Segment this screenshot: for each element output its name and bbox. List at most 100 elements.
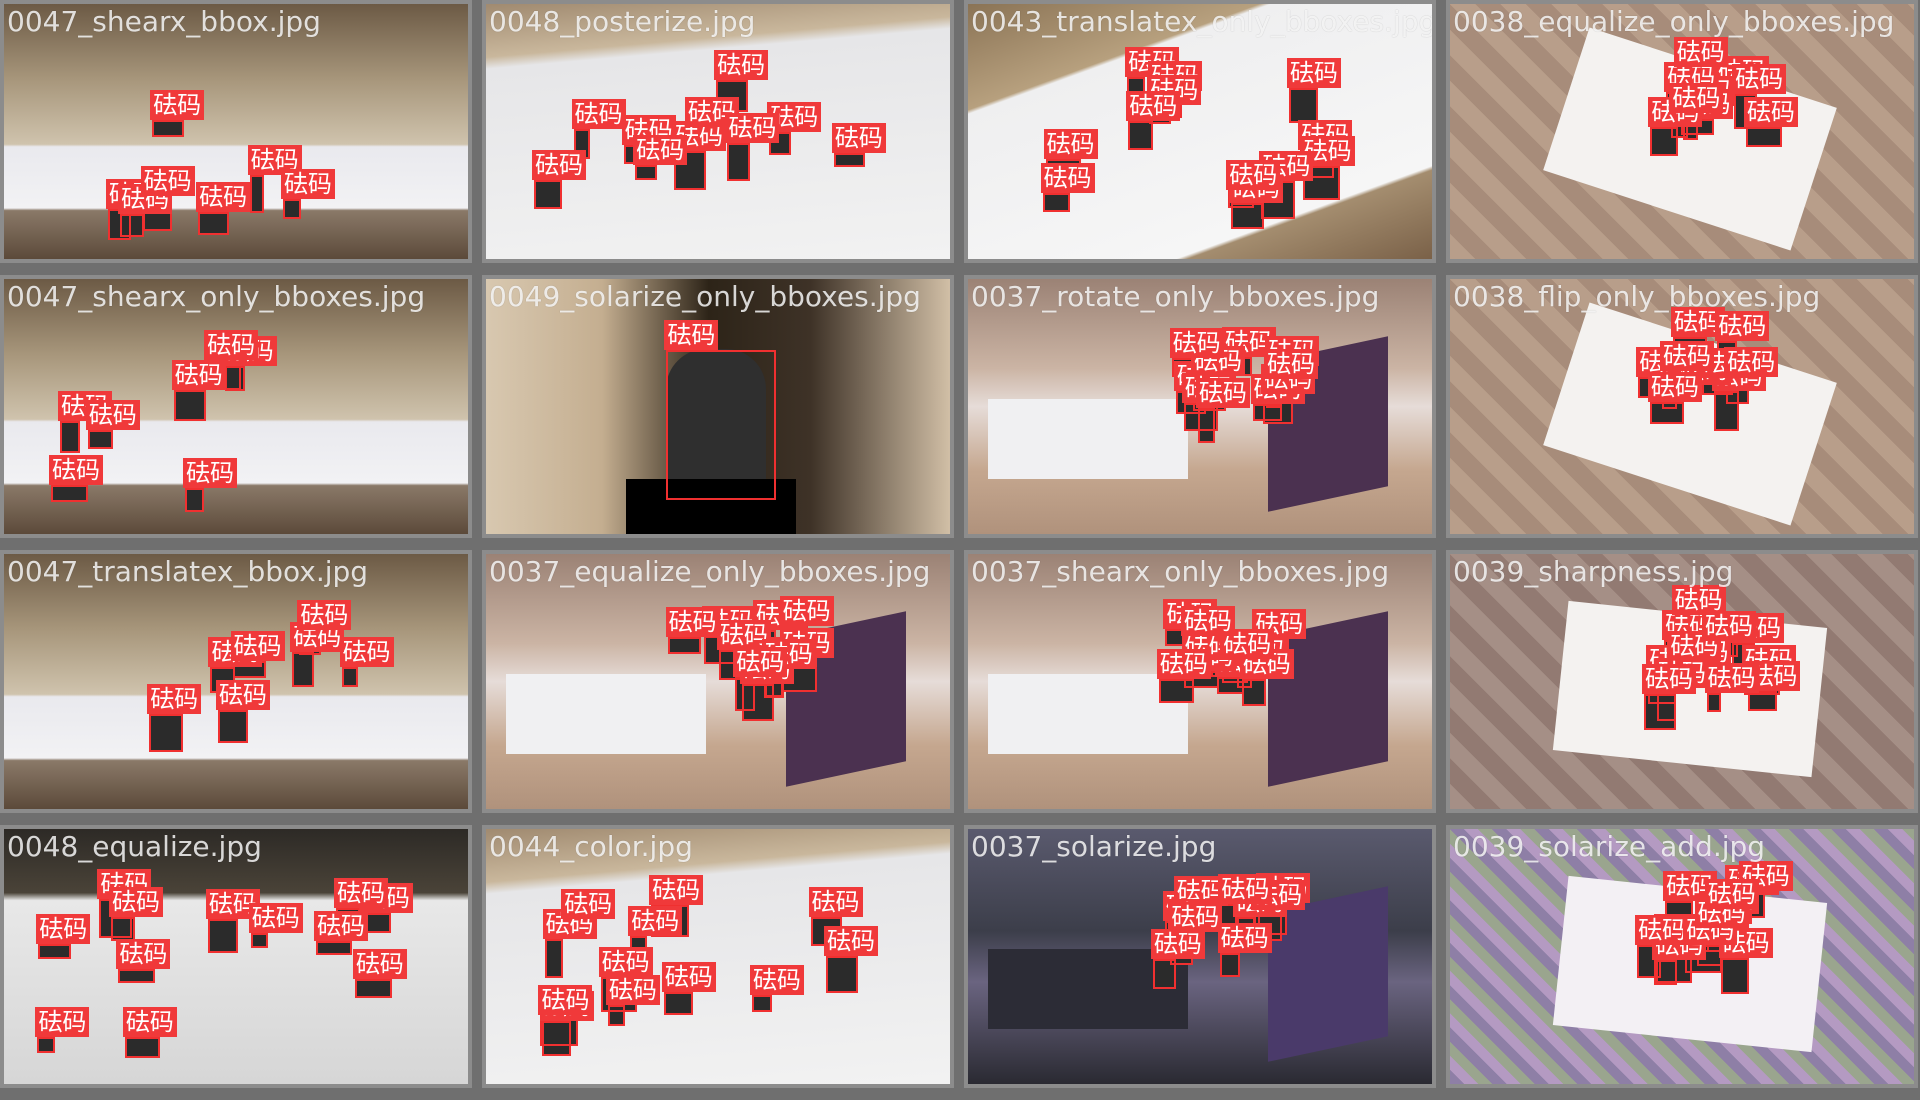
box-label: 砝码 bbox=[49, 455, 104, 486]
weight-object bbox=[356, 981, 391, 997]
bounding-box[interactable] bbox=[607, 1004, 625, 1027]
weight-object bbox=[1160, 680, 1192, 702]
bounding-box[interactable] bbox=[674, 151, 706, 190]
bounding-box[interactable] bbox=[87, 430, 114, 449]
weight-object bbox=[89, 432, 112, 447]
bounding-box[interactable] bbox=[1042, 192, 1070, 212]
box-label: 砝码 bbox=[1642, 663, 1697, 694]
bounding-box[interactable] bbox=[666, 349, 777, 500]
bounding-box[interactable] bbox=[1158, 678, 1194, 704]
bounding-box[interactable] bbox=[741, 683, 774, 721]
box-label: 砝码 bbox=[733, 646, 788, 677]
bounding-box[interactable] bbox=[38, 944, 71, 959]
bounding-box[interactable] bbox=[833, 153, 865, 168]
bounding-box[interactable] bbox=[534, 179, 563, 210]
box-label: 砝码 bbox=[171, 360, 226, 391]
box-label: 砝码 bbox=[1647, 371, 1702, 402]
bounding-box[interactable] bbox=[667, 637, 701, 654]
bounding-box[interactable] bbox=[354, 979, 393, 999]
bounding-box[interactable] bbox=[217, 710, 248, 744]
weight-icon bbox=[666, 349, 766, 499]
tile-11[interactable]: 0039_sharpness.jpg 砝码砝码砝码砝码砝码砝码砝码砝码砝码砝码砝… bbox=[1446, 550, 1918, 813]
bounding-box[interactable] bbox=[1302, 166, 1340, 201]
bounding-box[interactable] bbox=[1748, 690, 1777, 711]
bounding-box[interactable] bbox=[541, 1020, 572, 1057]
bounding-box[interactable] bbox=[198, 211, 230, 236]
bounding-box[interactable] bbox=[152, 119, 184, 137]
bounding-box[interactable] bbox=[51, 485, 89, 503]
bounding-box[interactable] bbox=[37, 1037, 55, 1053]
tile-12[interactable]: 0048_equalize.jpg 砝码 砝码 砝码 砝码 砝码 砝码 砝码 砝码 砝码 砝码 砝码… bbox=[0, 825, 472, 1088]
bounding-box[interactable] bbox=[769, 131, 791, 155]
box-label: 砝码 bbox=[1669, 82, 1724, 113]
bounding-box[interactable] bbox=[124, 1037, 161, 1058]
bounding-box[interactable] bbox=[1219, 953, 1241, 978]
weight-object bbox=[835, 155, 863, 166]
bounding-box[interactable] bbox=[60, 421, 80, 453]
bounding-box[interactable] bbox=[185, 487, 204, 513]
bounding-box[interactable] bbox=[1152, 958, 1176, 990]
bounding-box[interactable] bbox=[544, 938, 563, 978]
bounding-box[interactable] bbox=[1654, 960, 1677, 986]
bounding-box[interactable] bbox=[1288, 88, 1318, 123]
tablecloth bbox=[988, 674, 1188, 754]
bounding-box[interactable] bbox=[751, 995, 772, 1012]
tile-3[interactable]: 0038_equalize_only_bboxes.jpg 砝码 砝码 砝码 砝码 砝码… bbox=[1446, 0, 1918, 263]
tile-15[interactable]: 0039_solarize_add.jpg 砝码砝码砝码砝码砝码砝码砝码砝码砝码… bbox=[1446, 825, 1918, 1088]
box-label: 砝码 bbox=[334, 878, 388, 909]
bounding-box[interactable] bbox=[663, 992, 694, 1015]
bounding-box[interactable] bbox=[1197, 408, 1216, 443]
bounding-box[interactable] bbox=[207, 919, 238, 953]
box-label: 砝码 bbox=[1220, 628, 1275, 659]
tile-10[interactable]: 0037_shearx_only_bboxes.jpg 砝码 砝码 砝码 砝码 砝码 砝码… bbox=[964, 550, 1436, 813]
tile-4[interactable]: 0047_shearx_only_bboxes.jpg 砝码砝码砝码砝码砝码砝码… bbox=[0, 275, 472, 538]
tile-7[interactable]: 0038_flip_only_bboxes.jpg 砝码砝码砝码砝码砝码砝码砝码… bbox=[1446, 275, 1918, 538]
box-label: 砝码 bbox=[649, 875, 704, 906]
tile-filename: 0047_shearx_only_bboxes.jpg bbox=[7, 280, 426, 313]
bounding-box[interactable] bbox=[149, 713, 184, 753]
bounding-box[interactable] bbox=[341, 667, 358, 688]
bounding-box[interactable] bbox=[111, 917, 136, 941]
box-label: 砝码 bbox=[628, 906, 683, 937]
tile-image bbox=[968, 4, 1432, 259]
tile-1[interactable]: 0048_posterize.jpg 砝码 砝码 砝码 砝码 砝码 砝码 砝码 砝码 砝码 砝码 bbox=[482, 0, 954, 263]
bounding-box[interactable] bbox=[727, 143, 750, 182]
bounding-box[interactable] bbox=[292, 652, 315, 688]
weight-object bbox=[317, 942, 351, 953]
bounding-box[interactable] bbox=[282, 199, 301, 220]
tile-filename: 0044_color.jpg bbox=[489, 830, 693, 863]
bounding-box[interactable] bbox=[1650, 126, 1679, 156]
weight-object bbox=[122, 215, 143, 236]
bounding-box[interactable] bbox=[1644, 693, 1676, 730]
tablecloth bbox=[988, 399, 1188, 479]
tile-5[interactable]: 0049_solarize_only_bboxes.jpg 砝码 bbox=[482, 275, 954, 538]
bounding-box[interactable] bbox=[1637, 944, 1662, 979]
bounding-box[interactable] bbox=[120, 213, 145, 238]
box-label: 砝码 bbox=[1704, 663, 1759, 694]
bounding-box[interactable] bbox=[249, 175, 265, 213]
bounding-box[interactable] bbox=[1706, 693, 1721, 712]
bounding-box[interactable] bbox=[1745, 126, 1783, 147]
bounding-box[interactable] bbox=[635, 165, 657, 181]
bounding-box[interactable] bbox=[1720, 957, 1750, 994]
tile-6[interactable]: 0037_rotate_only_bboxes.jpg 砝码 砝码 砝码 砝码 砝码 砝码… bbox=[964, 275, 1436, 538]
bounding-box[interactable] bbox=[1128, 120, 1153, 150]
bounding-box[interactable] bbox=[826, 956, 858, 993]
box-label: 砝码 bbox=[661, 962, 716, 993]
weight-object bbox=[737, 678, 753, 710]
box-label: 砝码 bbox=[140, 165, 195, 196]
bounding-box[interactable] bbox=[315, 940, 353, 955]
bounding-box[interactable] bbox=[118, 968, 156, 983]
bounding-box[interactable] bbox=[1649, 401, 1685, 425]
weight-object bbox=[536, 181, 561, 208]
bounding-box[interactable] bbox=[173, 390, 207, 422]
bounding-box[interactable] bbox=[250, 932, 268, 949]
tile-2[interactable]: 0043_translatex_only_bboxes.jpg 砝码 砝码 砝码 砝码… bbox=[964, 0, 1436, 263]
bounding-box[interactable] bbox=[1713, 390, 1739, 431]
bounding-box[interactable] bbox=[1241, 679, 1266, 707]
tile-9[interactable]: 0037_equalize_only_bboxes.jpg 砝码 砝码 砝码 砝码 砝码… bbox=[482, 550, 954, 813]
tile-13[interactable]: 0044_color.jpg 砝码砝码砝码砝码砝码砝码砝码砝码砝码砝码砝码砝码 bbox=[482, 825, 954, 1088]
